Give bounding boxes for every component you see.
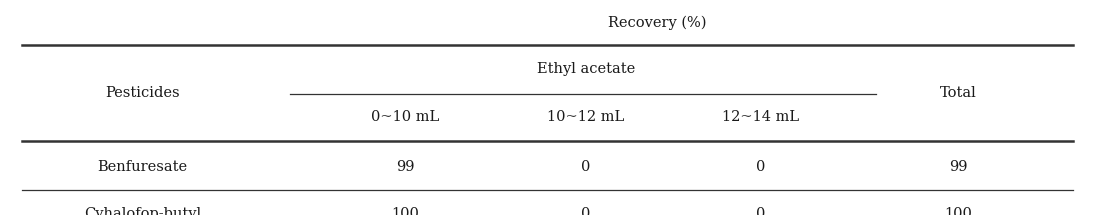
Text: 12~14 mL: 12~14 mL	[723, 110, 799, 124]
Text: 99: 99	[396, 160, 414, 174]
Text: Benfuresate: Benfuresate	[97, 160, 187, 174]
Text: 0: 0	[757, 207, 765, 215]
Text: 100: 100	[391, 207, 419, 215]
Text: 99: 99	[949, 160, 967, 174]
Text: Cyhalofop-butyl: Cyhalofop-butyl	[84, 207, 200, 215]
Text: 0: 0	[581, 207, 590, 215]
Text: Ethyl acetate: Ethyl acetate	[537, 62, 635, 76]
Text: 0: 0	[581, 160, 590, 174]
Text: Total: Total	[940, 86, 977, 100]
Text: Recovery (%): Recovery (%)	[608, 15, 706, 30]
Text: 0~10 mL: 0~10 mL	[371, 110, 439, 124]
Text: 100: 100	[944, 207, 972, 215]
Text: 10~12 mL: 10~12 mL	[548, 110, 624, 124]
Text: 0: 0	[757, 160, 765, 174]
Text: Pesticides: Pesticides	[105, 86, 180, 100]
